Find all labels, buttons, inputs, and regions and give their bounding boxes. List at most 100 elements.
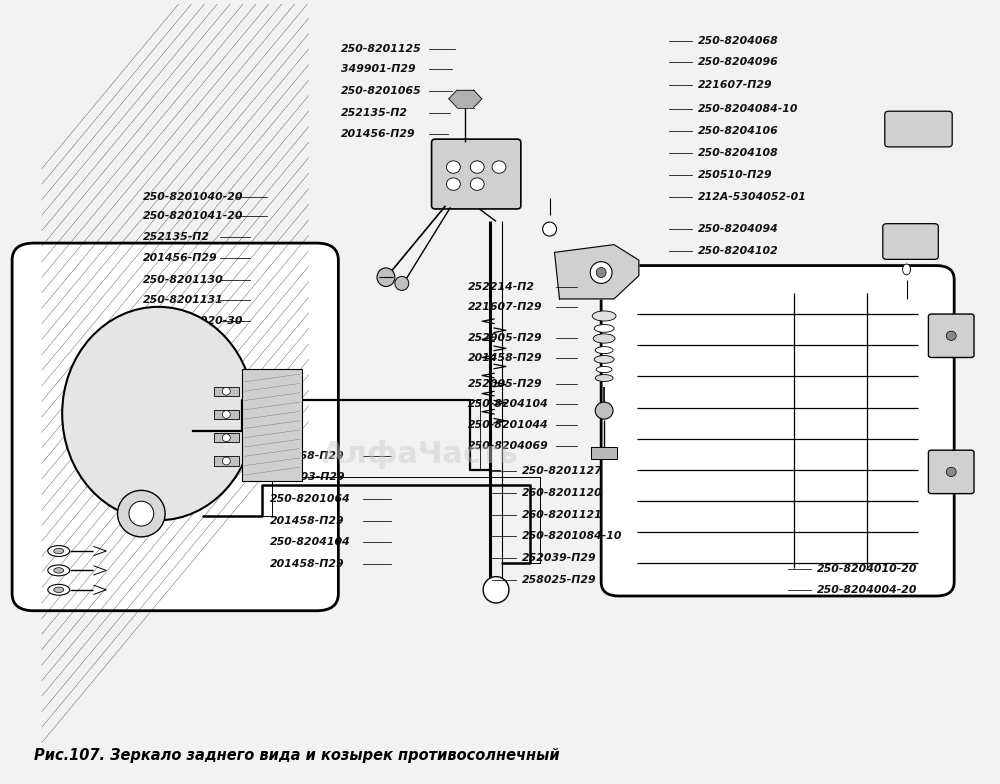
Ellipse shape: [595, 347, 613, 354]
Text: 250-8201130: 250-8201130: [143, 274, 224, 285]
Text: 250-8204069: 250-8204069: [468, 441, 549, 452]
Polygon shape: [465, 99, 482, 107]
Polygon shape: [457, 99, 474, 107]
Ellipse shape: [129, 501, 154, 526]
Text: 221607-П29: 221607-П29: [698, 80, 773, 90]
Ellipse shape: [595, 375, 613, 382]
Text: АлфаЧасть: АлфаЧасть: [322, 440, 519, 469]
Text: 201458-П29: 201458-П29: [270, 516, 345, 526]
Text: 252214-П2: 252214-П2: [468, 281, 535, 292]
Text: 250-8201065: 250-8201065: [341, 86, 422, 96]
Text: 250-8201084-10: 250-8201084-10: [522, 532, 622, 541]
Text: 250-8201040-20: 250-8201040-20: [143, 191, 244, 201]
Text: 252005-П29: 252005-П29: [468, 379, 543, 389]
Ellipse shape: [62, 307, 254, 521]
Ellipse shape: [592, 311, 616, 321]
Polygon shape: [465, 90, 482, 99]
Ellipse shape: [222, 411, 230, 419]
Bar: [242, 368, 302, 481]
Ellipse shape: [903, 264, 911, 275]
Ellipse shape: [48, 546, 70, 557]
FancyBboxPatch shape: [883, 223, 938, 260]
Text: 212А-5304052-01: 212А-5304052-01: [698, 191, 807, 201]
Polygon shape: [555, 245, 639, 299]
Text: 260-8201120: 260-8201120: [522, 488, 603, 498]
FancyBboxPatch shape: [928, 314, 974, 358]
Text: 250-8204104: 250-8204104: [270, 538, 351, 547]
Ellipse shape: [446, 161, 460, 173]
Ellipse shape: [222, 457, 230, 465]
Text: 201456-П29: 201456-П29: [341, 129, 416, 140]
Bar: [214, 456, 239, 466]
Ellipse shape: [946, 331, 956, 340]
Text: 250868-П29: 250868-П29: [270, 451, 345, 461]
Text: 250-8204106: 250-8204106: [698, 126, 779, 136]
Text: 252039-П29: 252039-П29: [522, 553, 596, 563]
Text: 250-8201064: 250-8201064: [270, 494, 351, 504]
FancyBboxPatch shape: [432, 139, 521, 209]
Ellipse shape: [946, 467, 956, 477]
Ellipse shape: [222, 387, 230, 395]
Ellipse shape: [470, 161, 484, 173]
Ellipse shape: [492, 161, 506, 173]
Text: 250-8201020-30: 250-8201020-30: [143, 317, 244, 326]
Polygon shape: [457, 90, 474, 99]
Text: 252135-П2: 252135-П2: [341, 107, 408, 118]
FancyBboxPatch shape: [601, 266, 954, 596]
Text: 250-8201125: 250-8201125: [341, 44, 422, 54]
Bar: [214, 410, 239, 419]
Text: 250-8204096: 250-8204096: [698, 57, 779, 67]
Ellipse shape: [543, 222, 557, 236]
Bar: [214, 433, 239, 442]
Text: 250-8201131: 250-8201131: [143, 296, 224, 306]
Text: 201458-П29: 201458-П29: [270, 559, 345, 569]
Text: 250-8204068: 250-8204068: [698, 36, 779, 46]
Ellipse shape: [596, 366, 612, 372]
Ellipse shape: [48, 565, 70, 575]
Text: 258025-П29: 258025-П29: [522, 575, 596, 585]
Ellipse shape: [54, 548, 64, 554]
Ellipse shape: [596, 267, 606, 278]
Bar: [591, 447, 617, 459]
Ellipse shape: [54, 568, 64, 573]
Text: 221607-П29: 221607-П29: [468, 302, 543, 312]
Ellipse shape: [446, 178, 460, 191]
Text: Рис.107. Зеркало заднего вида и козырек противосолнечный: Рис.107. Зеркало заднего вида и козырек …: [34, 748, 560, 763]
Text: 250-8204094: 250-8204094: [698, 224, 779, 234]
Text: 201456-П29: 201456-П29: [143, 252, 218, 263]
Text: 250-8204010-20: 250-8204010-20: [817, 564, 918, 574]
Polygon shape: [449, 90, 465, 99]
Bar: [214, 387, 239, 396]
Text: 250-8204104: 250-8204104: [468, 399, 549, 409]
FancyBboxPatch shape: [12, 243, 338, 611]
Polygon shape: [449, 99, 465, 107]
Text: 250-8201127: 250-8201127: [522, 466, 603, 476]
Text: 250-8204004-20: 250-8204004-20: [817, 585, 918, 595]
Ellipse shape: [222, 434, 230, 441]
Text: 201458-П29: 201458-П29: [468, 353, 543, 363]
Ellipse shape: [594, 355, 614, 363]
Ellipse shape: [470, 178, 484, 191]
Text: 250-8204108: 250-8204108: [698, 148, 779, 158]
Text: 250-8204084-10: 250-8204084-10: [698, 104, 799, 114]
Text: 250-8201041-20: 250-8201041-20: [143, 211, 244, 221]
Ellipse shape: [483, 576, 509, 603]
Text: 260-8201121: 260-8201121: [522, 510, 603, 520]
FancyBboxPatch shape: [928, 450, 974, 494]
Text: 250-8201044: 250-8201044: [468, 420, 549, 430]
Ellipse shape: [54, 587, 64, 593]
Ellipse shape: [594, 325, 614, 332]
Text: 250-8204102: 250-8204102: [698, 246, 779, 256]
Ellipse shape: [593, 334, 615, 343]
Text: 349203-П29: 349203-П29: [270, 472, 345, 482]
Ellipse shape: [48, 584, 70, 595]
Ellipse shape: [595, 402, 613, 419]
Ellipse shape: [377, 268, 395, 286]
Text: 250510-П29: 250510-П29: [698, 170, 773, 180]
Text: 349901-П29: 349901-П29: [341, 64, 416, 74]
Ellipse shape: [395, 277, 409, 290]
Ellipse shape: [590, 262, 612, 283]
Text: 252135-П2: 252135-П2: [143, 232, 210, 242]
FancyBboxPatch shape: [885, 111, 952, 147]
Ellipse shape: [118, 490, 165, 537]
